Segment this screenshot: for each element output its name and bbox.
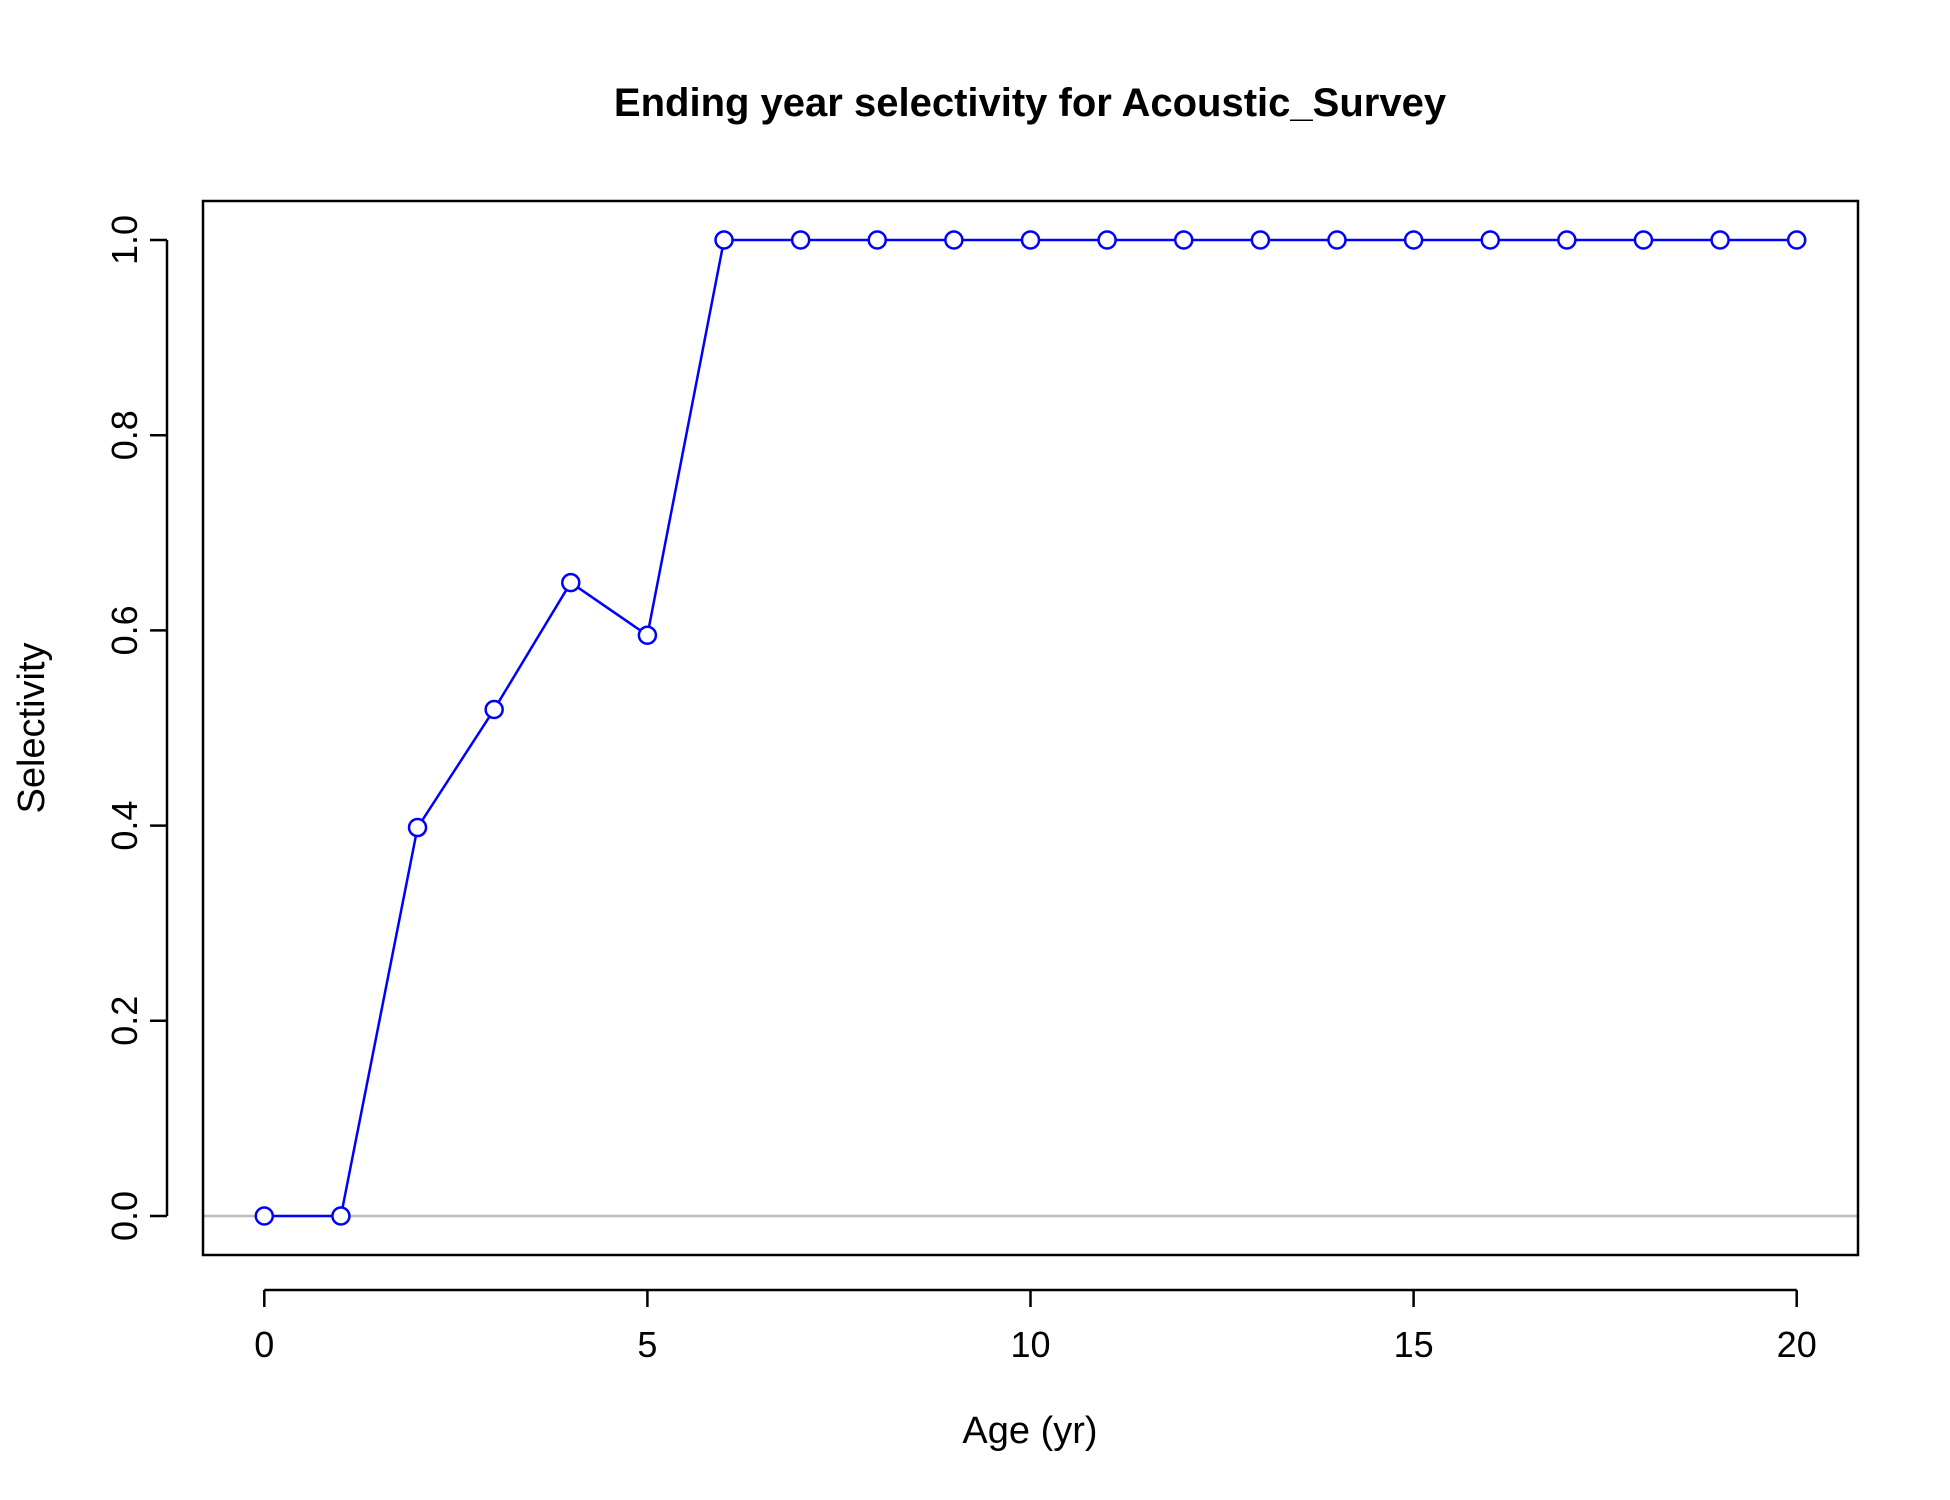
- x-tick-label: 15: [1394, 1324, 1434, 1365]
- plot-frame: [201, 199, 1860, 1257]
- data-point: [1480, 230, 1500, 250]
- y-axis-label: Selectivity: [11, 642, 53, 813]
- data-point: [790, 230, 811, 250]
- y-tick-label: 0.0: [104, 1191, 145, 1241]
- data-point: [331, 1206, 351, 1226]
- y-tick-label: 0.2: [104, 996, 145, 1046]
- data-point: [1557, 230, 1577, 250]
- x-axis-label: Age (yr): [962, 1410, 1097, 1452]
- data-point: [561, 572, 581, 593]
- data-point: [944, 230, 964, 250]
- data-point: [867, 230, 888, 250]
- data-point: [254, 1206, 275, 1226]
- data-point: [1173, 230, 1194, 250]
- y-tick-label: 0.4: [104, 801, 145, 851]
- y-tick-label: 0.6: [104, 605, 145, 655]
- data-point: [637, 625, 658, 646]
- data-point: [1403, 230, 1424, 250]
- x-tick-label: 5: [637, 1324, 657, 1365]
- x-tick-label: 20: [1777, 1324, 1817, 1365]
- y-tick-label: 1.0: [104, 215, 145, 265]
- data-point: [484, 699, 504, 720]
- x-tick-label: 10: [1010, 1324, 1050, 1365]
- data-point: [1020, 230, 1041, 250]
- y-axis: 0.0 0.2 0.4 0.6 0.8 1.0: [104, 215, 169, 1241]
- chart-title: Ending year selectivity for Acoustic_Sur…: [614, 81, 1447, 125]
- series-layer: [254, 230, 1807, 1226]
- data-point: [714, 230, 734, 250]
- x-axis: 0 5 10 15 20: [254, 1288, 1817, 1365]
- data-point: [1786, 230, 1807, 250]
- data-point: [1327, 230, 1347, 250]
- data-point: [1710, 230, 1730, 250]
- data-point: [1097, 230, 1117, 250]
- data-point: [407, 817, 428, 838]
- y-tick-label: 0.8: [104, 410, 145, 460]
- data-point: [1633, 230, 1654, 250]
- series-line: [264, 238, 1797, 1218]
- data-point: [1250, 230, 1271, 250]
- x-tick-label: 0: [254, 1324, 274, 1365]
